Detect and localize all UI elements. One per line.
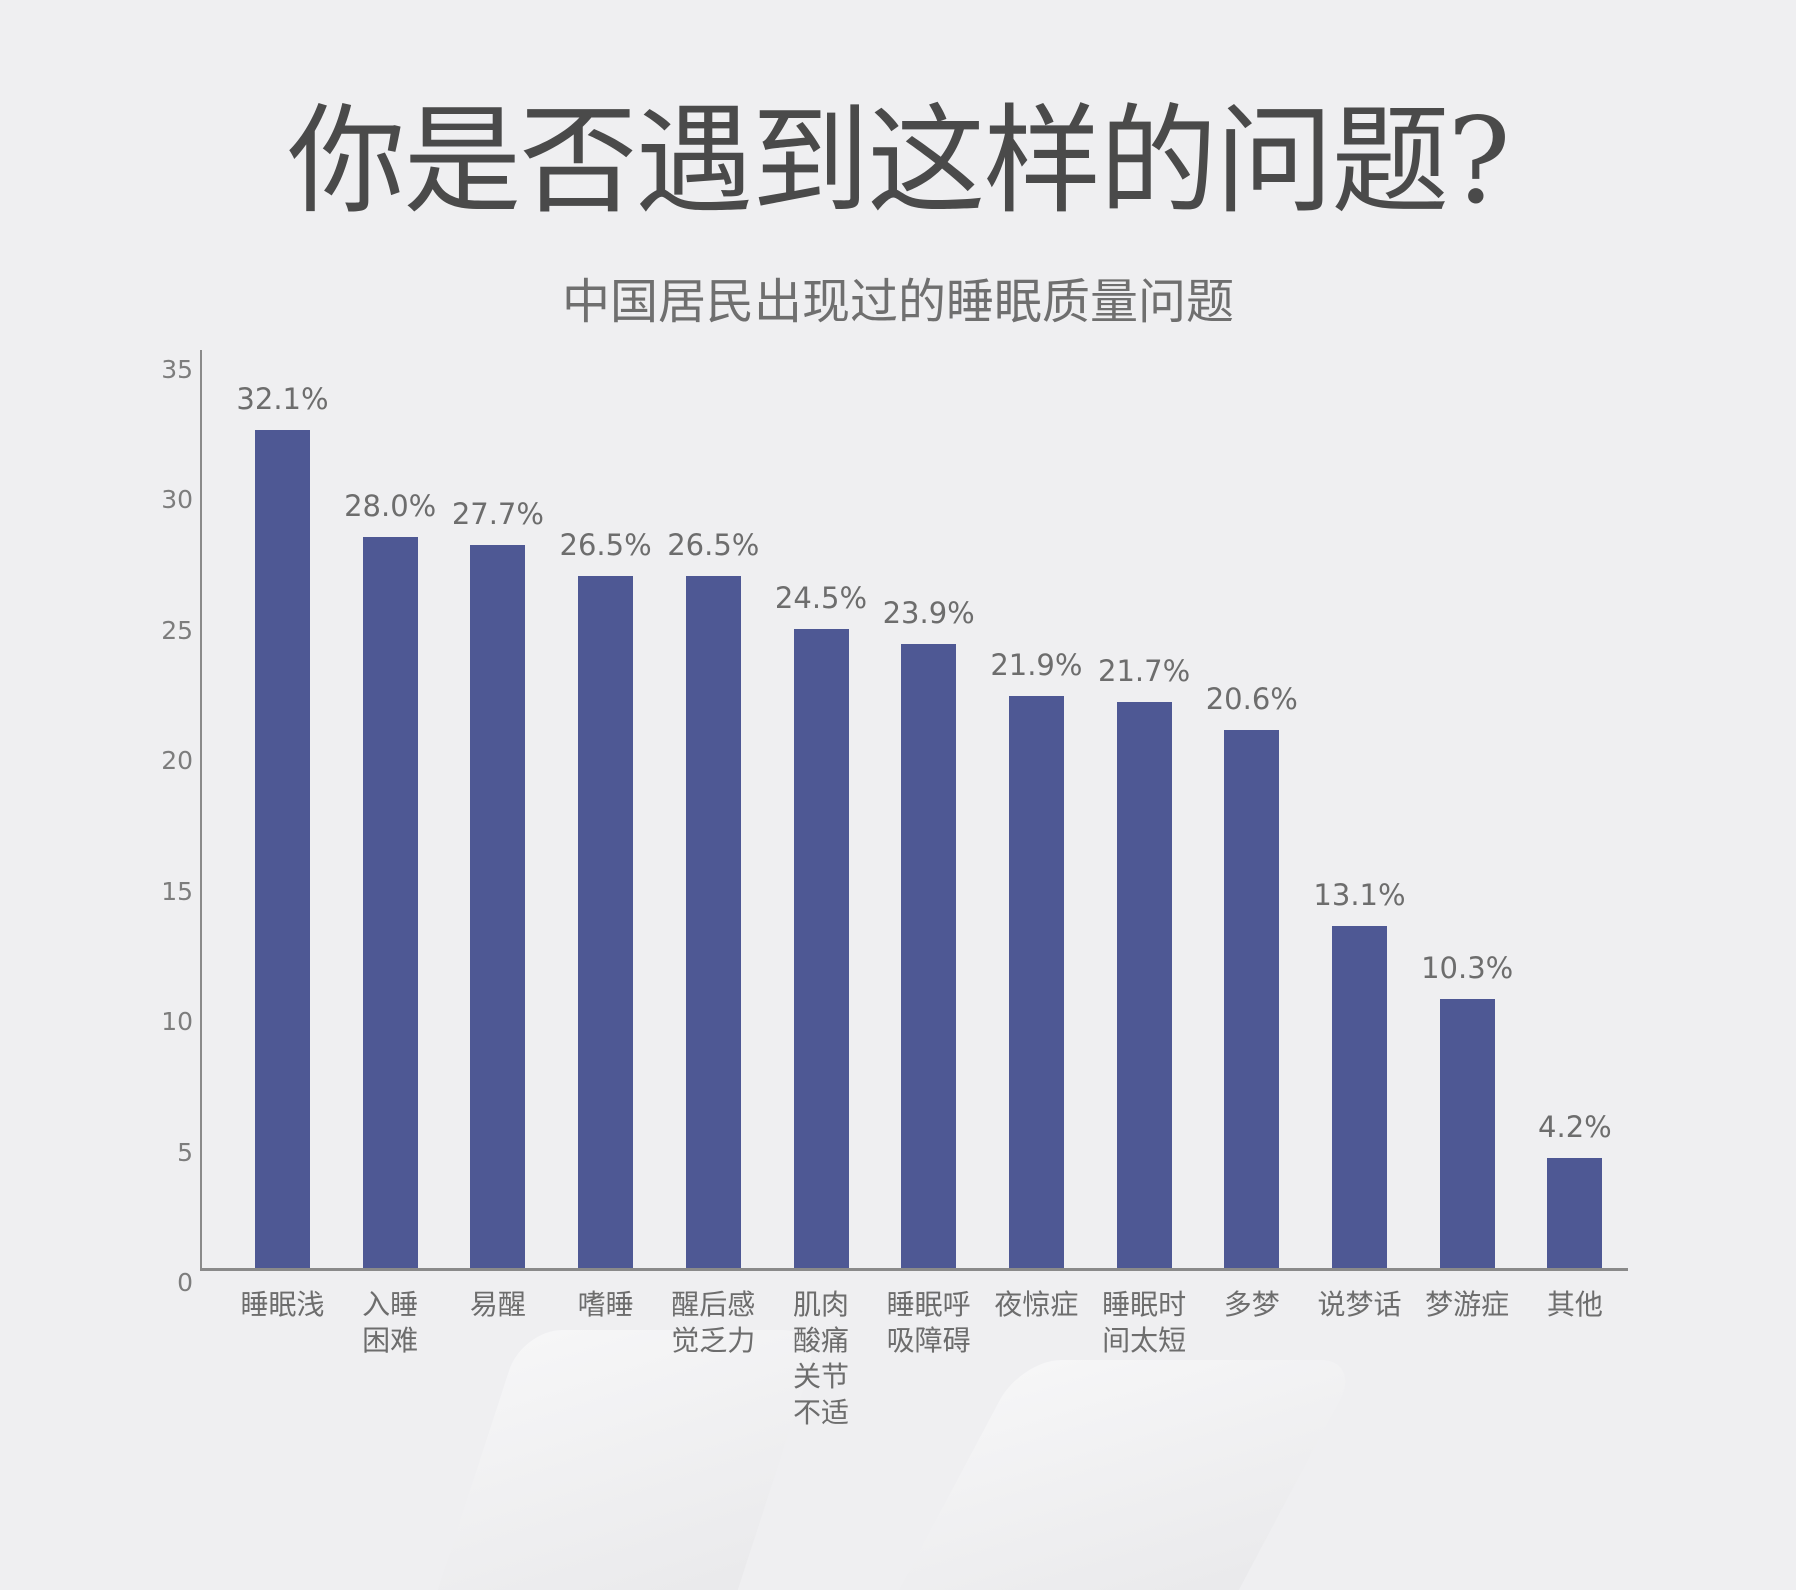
category-label: 易醒 — [469, 1288, 526, 1321]
page-title: 你是否遇到这样的问题? — [287, 92, 1510, 230]
bar — [255, 430, 310, 1268]
y-axis — [200, 350, 202, 1270]
category-label: 睡眠呼 吸障碍 — [886, 1288, 971, 1357]
category-label: 肌肉 酸痛 关节 不适 — [792, 1288, 849, 1429]
bar — [901, 644, 957, 1268]
value-label: 23.9% — [882, 596, 975, 631]
value-label: 21.7% — [1098, 653, 1191, 688]
category-label: 梦游症 — [1425, 1288, 1510, 1321]
bar — [1224, 730, 1280, 1268]
category-label: 说梦话 — [1317, 1288, 1402, 1321]
bar-chart: 0 5 10 15 20 25 30 35 32.1% 睡眠浅 28.0% 入睡 困难 27.7% 易醒 2… — [161, 350, 1628, 1429]
value-label: 26.5% — [667, 528, 760, 563]
bar — [1008, 696, 1064, 1268]
bar — [793, 628, 849, 1268]
y-tick-label: 35 — [161, 354, 193, 384]
y-tick-label: 10 — [161, 1007, 193, 1036]
y-tick-label: 25 — [161, 615, 193, 645]
category-label: 嗜睡 — [577, 1288, 634, 1321]
bar — [578, 576, 634, 1268]
y-tick-label: 0 — [177, 1268, 193, 1297]
category-label: 入睡 困难 — [362, 1288, 419, 1357]
category-label: 睡眠浅 — [240, 1288, 325, 1321]
bar — [1332, 926, 1387, 1268]
bar — [1439, 999, 1495, 1268]
category-label: 其他 — [1546, 1288, 1603, 1321]
bar — [1116, 701, 1172, 1268]
x-axis — [200, 1268, 1628, 1271]
value-label: 10.3% — [1421, 951, 1514, 986]
value-label: 28.0% — [344, 489, 437, 524]
bar — [1547, 1158, 1603, 1268]
value-label: 20.6% — [1205, 682, 1298, 717]
y-tick-label: 30 — [161, 485, 193, 514]
value-label: 21.9% — [990, 648, 1083, 683]
y-tick-label: 5 — [177, 1137, 193, 1167]
category-label: 睡眠时 间太短 — [1102, 1288, 1187, 1357]
y-tick-label: 20 — [161, 746, 193, 775]
value-label: 13.1% — [1313, 878, 1406, 913]
category-label: 夜惊症 — [994, 1288, 1079, 1321]
category-label: 醒后感 觉乏力 — [671, 1288, 756, 1357]
value-label: 27.7% — [451, 497, 544, 532]
value-label: 26.5% — [559, 528, 652, 563]
bar — [362, 537, 418, 1268]
chart-subtitle: 中国居民出现过的睡眠质量问题 — [561, 274, 1234, 330]
value-label: 24.5% — [774, 580, 868, 615]
y-tick-label: 15 — [161, 876, 193, 906]
bar — [470, 545, 526, 1268]
value-label: 32.1% — [236, 382, 329, 417]
category-label: 多梦 — [1223, 1288, 1280, 1321]
bar — [685, 576, 741, 1268]
value-label: 4.2% — [1538, 1110, 1612, 1145]
